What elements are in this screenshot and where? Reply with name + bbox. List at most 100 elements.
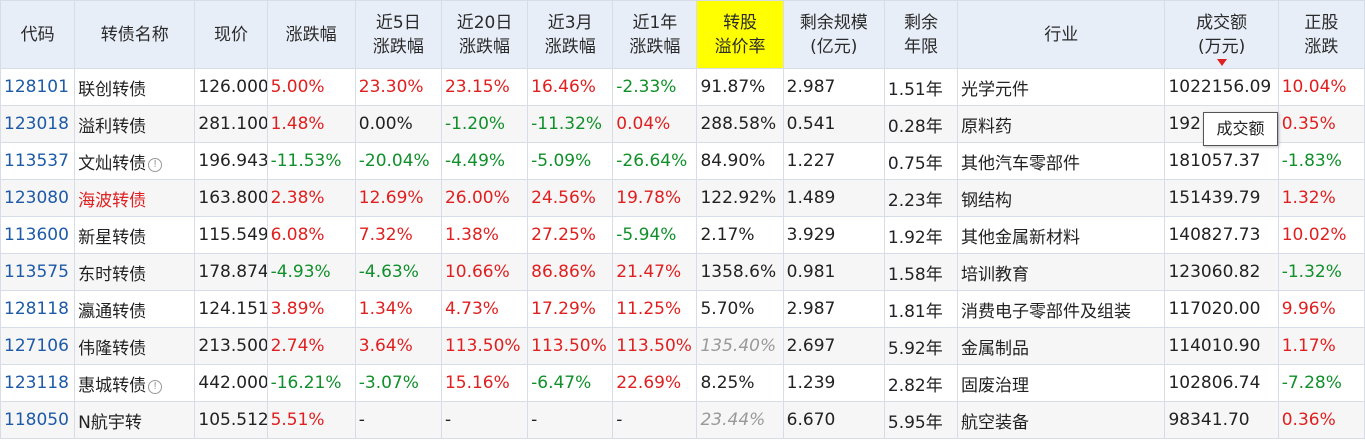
name-cell[interactable]: 溢利转债 xyxy=(75,106,195,143)
col-turnover-header[interactable]: 成交额 (万元) xyxy=(1165,1,1278,69)
code-cell[interactable]: 127106 xyxy=(1,328,75,365)
change-20d-cell: 26.00% xyxy=(441,180,527,217)
change-cell: 2.74% xyxy=(267,328,355,365)
table-row[interactable]: 123080 海波转债 163.800 2.38% 12.69% 26.00% 24.56%… xyxy=(1,180,1365,217)
years-cell: 2.82年 xyxy=(884,365,957,402)
table-row[interactable]: 113575 东时转债 178.874 -4.93% -4.63% 10.66% 86.86… xyxy=(1,254,1365,291)
change-3m-cell: 24.56% xyxy=(528,180,613,217)
name-cell[interactable]: N航宇转 xyxy=(75,402,195,439)
change-1y-cell: 113.50% xyxy=(613,328,697,365)
sort-desc-icon xyxy=(1217,59,1227,66)
col-5d-change-header[interactable]: 近5日 涨跌幅 xyxy=(355,1,441,69)
table-row[interactable]: 127106 伟隆转债 213.500 2.74% 3.64% 113.50% 113.50… xyxy=(1,328,1365,365)
industry-cell: 原料药 xyxy=(958,106,1165,143)
change-1y-cell: -2.33% xyxy=(613,69,697,106)
turnover-cell: 117020.00 xyxy=(1165,291,1278,328)
col-price-header[interactable]: 现价 xyxy=(195,1,267,69)
bond-name-label[interactable]: 文灿转债 xyxy=(78,154,146,174)
turnover-cell: 151439.79 xyxy=(1165,180,1278,217)
col-name-header[interactable]: 转债名称 xyxy=(75,1,195,69)
name-cell[interactable]: 伟隆转债 xyxy=(75,328,195,365)
info-icon[interactable]: ! xyxy=(148,158,162,172)
bond-name-label[interactable]: 溢利转债 xyxy=(78,117,146,137)
name-cell[interactable]: 东时转债 xyxy=(75,254,195,291)
bond-name-label[interactable]: 海波转债 xyxy=(78,191,146,211)
change-1y-cell: -26.64% xyxy=(613,143,697,180)
name-cell[interactable]: 瀛通转债 xyxy=(75,291,195,328)
change-1y-cell: 19.78% xyxy=(613,180,697,217)
code-cell[interactable]: 123018 xyxy=(1,106,75,143)
col-20d-change-header[interactable]: 近20日 涨跌幅 xyxy=(441,1,527,69)
turnover-cell: 140827.73 xyxy=(1165,217,1278,254)
code-cell[interactable]: 128101 xyxy=(1,69,75,106)
col-remaining-years-header[interactable]: 剩余 年限 xyxy=(884,1,957,69)
years-cell: 2.23年 xyxy=(884,180,957,217)
change-5d-cell: 3.64% xyxy=(355,328,441,365)
bond-name-label[interactable]: N航宇转 xyxy=(78,413,142,433)
name-cell[interactable]: 海波转债 xyxy=(75,180,195,217)
scale-cell: 1.239 xyxy=(783,365,884,402)
table-header-row: 代码 转债名称 现价 涨跌幅 近5日 涨跌幅 近20日 涨跌幅 近3月 涨跌幅 近1年 涨跌幅 转股 溢价… xyxy=(1,1,1365,69)
code-cell[interactable]: 123118 xyxy=(1,365,75,402)
table-row[interactable]: 113537 文灿转债! 196.943 -11.53% -20.04% -4.49% -5… xyxy=(1,143,1365,180)
table-row[interactable]: 123118 惠城转债! 442.000 -16.21% -3.07% 15.16% -6.… xyxy=(1,365,1365,402)
name-cell[interactable]: 新星转债 xyxy=(75,217,195,254)
change-5d-cell: -3.07% xyxy=(355,365,441,402)
col-1y-change-header[interactable]: 近1年 涨跌幅 xyxy=(613,1,697,69)
change-20d-cell: 10.66% xyxy=(441,254,527,291)
change-3m-cell: -6.47% xyxy=(528,365,613,402)
name-cell[interactable]: 惠城转债! xyxy=(75,365,195,402)
table-row[interactable]: 113600 新星转债 115.549 6.08% 7.32% 1.38% 27.25% -5… xyxy=(1,217,1365,254)
code-cell[interactable]: 113600 xyxy=(1,217,75,254)
years-cell: 1.51年 xyxy=(884,69,957,106)
scale-cell: 1.227 xyxy=(783,143,884,180)
price-cell: 105.512 xyxy=(195,402,267,439)
col-change-header[interactable]: 涨跌幅 xyxy=(267,1,355,69)
bond-name-label[interactable]: 惠城转债 xyxy=(78,376,146,396)
change-3m-cell: 86.86% xyxy=(528,254,613,291)
code-cell[interactable]: 113537 xyxy=(1,143,75,180)
col-conversion-premium-header[interactable]: 转股 溢价率 xyxy=(697,1,783,69)
col-code-header[interactable]: 代码 xyxy=(1,1,75,69)
col-stock-change-header[interactable]: 正股 涨跌 xyxy=(1278,1,1364,69)
change-20d-cell: 4.73% xyxy=(441,291,527,328)
scale-cell: 2.697 xyxy=(783,328,884,365)
scale-cell: 2.987 xyxy=(783,291,884,328)
name-cell[interactable]: 文灿转债! xyxy=(75,143,195,180)
price-cell: 126.000 xyxy=(195,69,267,106)
premium-cell: 1358.6% xyxy=(697,254,783,291)
bond-name-label[interactable]: 联创转债 xyxy=(78,80,146,100)
table-row[interactable]: 128118 瀛通转债 124.151 3.89% 1.34% 4.73% 17.29% 11… xyxy=(1,291,1365,328)
change-cell: 5.51% xyxy=(267,402,355,439)
bond-name-label[interactable]: 伟隆转债 xyxy=(78,339,146,359)
bond-name-label[interactable]: 东时转债 xyxy=(78,265,146,285)
code-cell[interactable]: 118050 xyxy=(1,402,75,439)
table-row[interactable]: 123018 溢利转债 281.100 1.48% 0.00% -1.20% -11.32%… xyxy=(1,106,1365,143)
industry-cell: 钢结构 xyxy=(958,180,1165,217)
change-20d-cell: 23.15% xyxy=(441,69,527,106)
price-cell: 124.151 xyxy=(195,291,267,328)
info-icon[interactable]: ! xyxy=(148,380,162,394)
col-3m-change-header[interactable]: 近3月 涨跌幅 xyxy=(528,1,613,69)
code-cell[interactable]: 128118 xyxy=(1,291,75,328)
col-remaining-scale-header[interactable]: 剩余规模 (亿元) xyxy=(783,1,884,69)
code-cell[interactable]: 123080 xyxy=(1,180,75,217)
bond-name-label[interactable]: 瀛通转债 xyxy=(78,302,146,322)
change-5d-cell: 23.30% xyxy=(355,69,441,106)
table-row[interactable]: 118050 N航宇转 105.512 5.51% - - - -23.44% 6.670 5.9… xyxy=(1,402,1365,439)
bond-name-label[interactable]: 新星转债 xyxy=(78,228,146,248)
col-industry-header[interactable]: 行业 xyxy=(958,1,1165,69)
premium-cell: 5.70% xyxy=(697,291,783,328)
years-cell: 0.75年 xyxy=(884,143,957,180)
price-cell: 196.943 xyxy=(195,143,267,180)
name-cell[interactable]: 联创转债 xyxy=(75,69,195,106)
industry-cell: 消费电子零部件及组装 xyxy=(958,291,1165,328)
change-5d-cell: 0.00% xyxy=(355,106,441,143)
table-row[interactable]: 128101 联创转债 126.000 5.00% 23.30% 23.15% 16.46%… xyxy=(1,69,1365,106)
stock-change-cell: 10.02% xyxy=(1278,217,1364,254)
change-3m-cell: 27.25% xyxy=(528,217,613,254)
years-cell: 1.92年 xyxy=(884,217,957,254)
industry-cell: 固废治理 xyxy=(958,365,1165,402)
code-cell[interactable]: 113575 xyxy=(1,254,75,291)
industry-cell: 其他汽车零部件 xyxy=(958,143,1165,180)
